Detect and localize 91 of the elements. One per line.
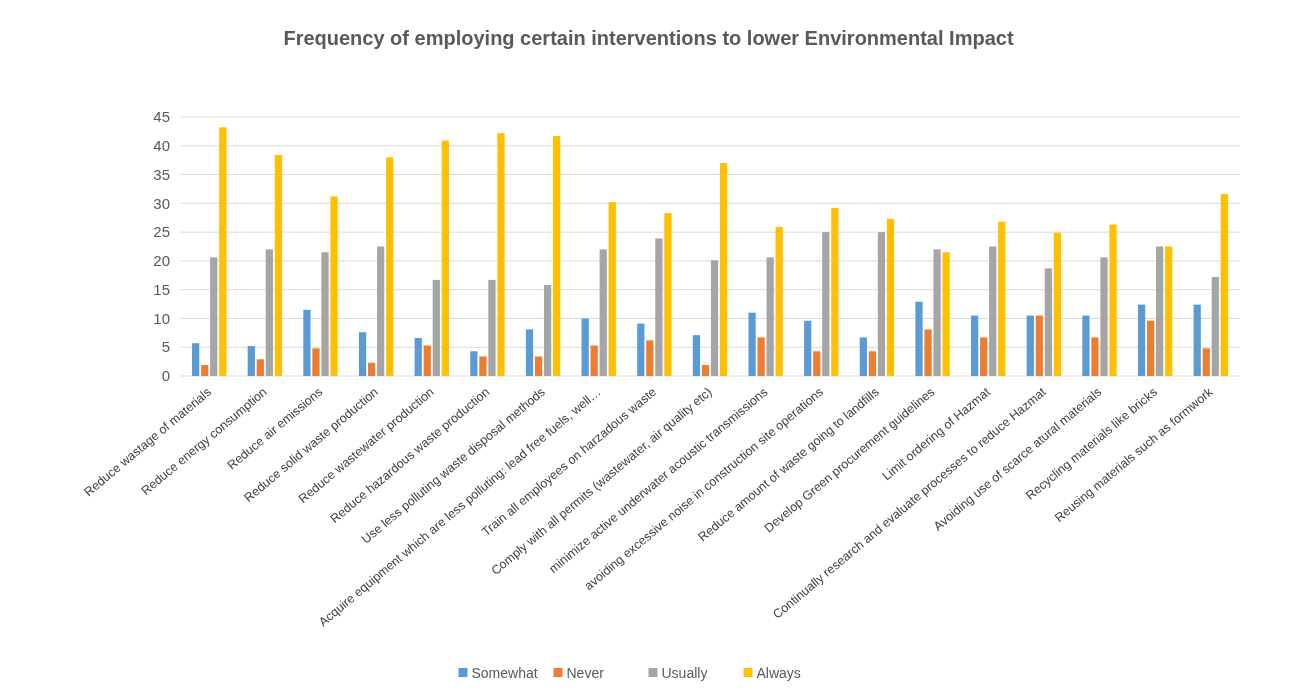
bar <box>581 318 589 376</box>
y-tick-label: 30 <box>153 194 170 212</box>
bar <box>210 257 218 376</box>
bar <box>980 337 988 376</box>
bar <box>1193 304 1201 376</box>
bar <box>1165 246 1173 376</box>
bar <box>971 315 979 376</box>
bar <box>1147 320 1155 376</box>
bar <box>1202 348 1210 376</box>
y-tick-label: 25 <box>153 223 170 241</box>
bar <box>1044 268 1052 376</box>
bar <box>534 356 543 376</box>
bar <box>637 323 645 376</box>
legend-label: Always <box>756 664 801 681</box>
bar <box>886 218 895 376</box>
y-tick-label: 15 <box>153 280 170 298</box>
bar <box>432 279 440 376</box>
bar <box>488 279 496 376</box>
bar <box>553 135 561 376</box>
bar <box>312 348 320 376</box>
bar <box>525 329 534 376</box>
bar <box>599 249 607 376</box>
bar <box>321 252 329 376</box>
bar <box>1100 257 1108 376</box>
bar <box>330 196 338 376</box>
bar <box>247 346 255 376</box>
bar <box>441 140 449 376</box>
bar <box>265 249 273 376</box>
bar <box>1220 194 1228 376</box>
y-tick-label: 20 <box>153 252 170 270</box>
bar <box>822 232 830 376</box>
bar <box>386 157 394 376</box>
legend-label: Somewhat <box>471 664 538 681</box>
chart-title: Frequency of employing certain interventions to lower Environmental Impact <box>283 27 1014 49</box>
bar <box>775 226 783 376</box>
bar <box>701 365 710 376</box>
bar <box>646 340 654 376</box>
bar <box>942 252 950 376</box>
y-tick-label: 0 <box>161 367 170 385</box>
bar <box>804 320 812 376</box>
bar <box>859 337 867 376</box>
bar <box>998 221 1006 376</box>
bar <box>757 337 765 376</box>
bar <box>192 343 200 376</box>
y-tick-label: 10 <box>153 309 170 327</box>
bar <box>219 127 227 376</box>
bar <box>692 335 701 376</box>
bar <box>1026 315 1034 376</box>
bar <box>1211 277 1219 376</box>
bar <box>989 246 997 376</box>
y-tick-label: 5 <box>161 338 170 356</box>
bar <box>766 257 774 376</box>
bar <box>368 362 376 376</box>
bar <box>877 232 886 376</box>
bar <box>655 238 663 376</box>
y-tick-label: 35 <box>153 165 170 183</box>
bar <box>414 338 422 376</box>
legend-label: Never <box>566 664 605 681</box>
bar <box>1053 232 1062 376</box>
bar <box>719 163 728 376</box>
bar <box>1137 304 1146 376</box>
y-tick-label: 40 <box>153 137 170 155</box>
bar <box>710 260 719 376</box>
bar <box>358 332 367 376</box>
bar <box>377 246 385 376</box>
bar <box>924 329 932 376</box>
bar <box>303 309 311 376</box>
bar <box>831 207 839 376</box>
bar <box>933 249 941 376</box>
y-tick-label: 45 <box>153 108 170 126</box>
bar <box>748 312 756 376</box>
bar <box>608 202 616 376</box>
bar <box>274 154 283 376</box>
bar <box>543 285 552 376</box>
bar <box>915 301 923 376</box>
bar <box>479 356 487 376</box>
bar <box>1109 224 1117 376</box>
bar <box>1156 246 1164 376</box>
bar <box>470 351 478 376</box>
bar <box>590 345 598 376</box>
legend-label: Usually <box>661 664 708 681</box>
bar <box>1091 337 1099 376</box>
bar <box>868 351 877 376</box>
bar <box>664 213 672 376</box>
bar <box>256 359 264 376</box>
bar <box>813 351 821 376</box>
bar <box>423 345 431 376</box>
bar <box>1082 315 1090 376</box>
bar <box>201 365 209 376</box>
bar <box>1035 315 1043 376</box>
bar <box>497 133 505 376</box>
